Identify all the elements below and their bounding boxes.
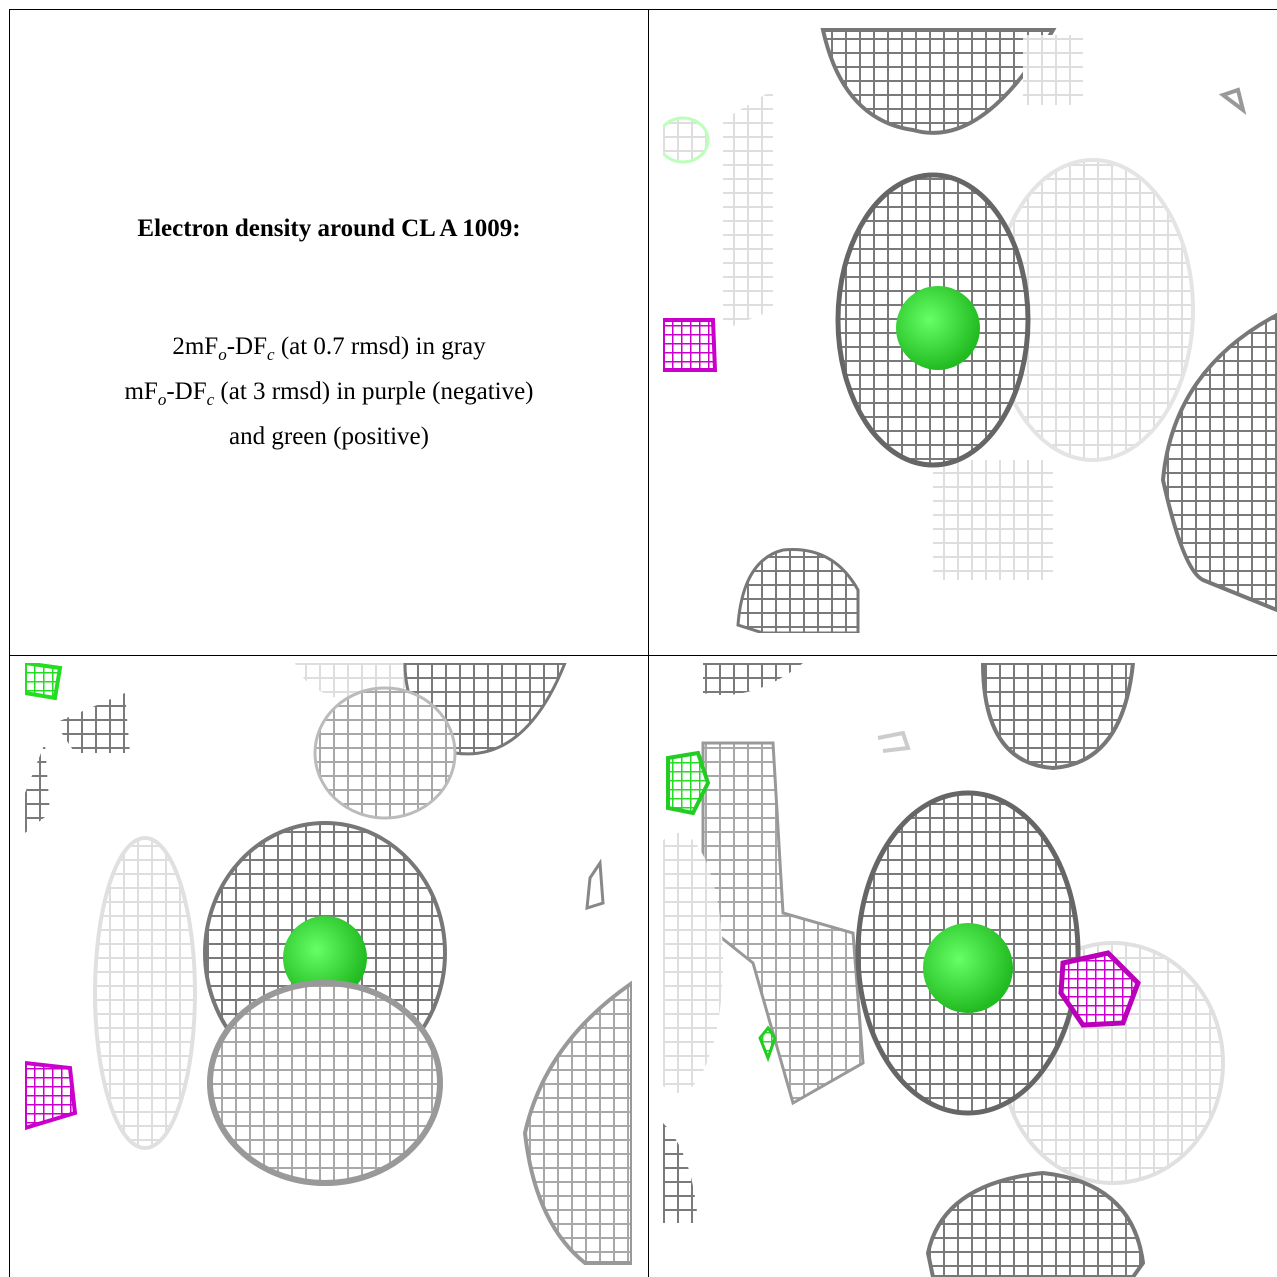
frame <box>9 9 1277 1277</box>
mesh-shape <box>207 980 443 1186</box>
mesh-shape <box>758 1025 777 1063</box>
mesh-shape <box>736 548 860 633</box>
mesh-shape <box>283 916 367 1000</box>
text: 2mF <box>172 333 219 360</box>
divider <box>9 655 1277 656</box>
mesh-shape <box>25 663 63 701</box>
divider <box>648 9 649 1277</box>
subscript: o <box>157 390 167 409</box>
mesh-shape <box>663 318 718 372</box>
mesh-shape <box>896 286 980 370</box>
mesh-shape <box>666 750 711 816</box>
mesh-shape <box>703 663 803 695</box>
text: -DF <box>226 333 268 360</box>
mesh-shape <box>1023 35 1083 105</box>
mesh-shape <box>93 836 197 1150</box>
mesh-shape <box>820 28 1057 135</box>
mesh-shape <box>663 833 723 1093</box>
caption-title: Electron density around CL A 1009: <box>137 215 521 242</box>
mesh-shape <box>1160 312 1277 613</box>
mesh-shape <box>877 730 911 753</box>
density-view <box>663 663 1225 1277</box>
caption: Electron density around CL A 1009: 2mFo-… <box>10 10 648 655</box>
mesh-shape <box>663 116 710 164</box>
text: (at 0.7 rmsd) in gray <box>274 333 486 360</box>
density-view <box>25 663 632 1265</box>
mesh-shape <box>25 1060 78 1131</box>
caption-line: mFo-DFc (at 3 rmsd) in purple (negative) <box>10 373 648 418</box>
subscript: c <box>267 345 275 364</box>
mesh-shape <box>723 90 773 330</box>
caption-line: 2mFo-DFc (at 0.7 rmsd) in gray <box>10 328 648 373</box>
text: mF <box>124 378 158 405</box>
mesh-shape <box>522 980 632 1265</box>
subscript: o <box>218 345 227 364</box>
mesh-shape <box>585 858 605 911</box>
density-view <box>663 28 1277 633</box>
text: and green (positive) <box>229 423 429 450</box>
text: (at 3 rmsd) in purple (negative) <box>214 378 534 405</box>
caption-line: and green (positive) <box>10 418 648 455</box>
text: -DF <box>166 378 207 405</box>
subscript: c <box>206 390 215 409</box>
mesh-shape <box>980 663 1136 771</box>
mesh-shape <box>1058 950 1141 1028</box>
caption-body: 2mFo-DFc (at 0.7 rmsd) in gray mFo-DFc (… <box>10 328 648 455</box>
mesh-shape <box>313 686 457 820</box>
mesh-shape <box>925 1170 1146 1277</box>
mesh-shape <box>701 741 865 1106</box>
mesh-shape <box>663 1123 698 1223</box>
mesh-shape <box>923 923 1013 1013</box>
mesh-shape <box>1218 87 1247 115</box>
mesh-shape <box>55 693 130 753</box>
mesh-shape <box>933 460 1053 580</box>
mesh-shape <box>25 743 50 833</box>
